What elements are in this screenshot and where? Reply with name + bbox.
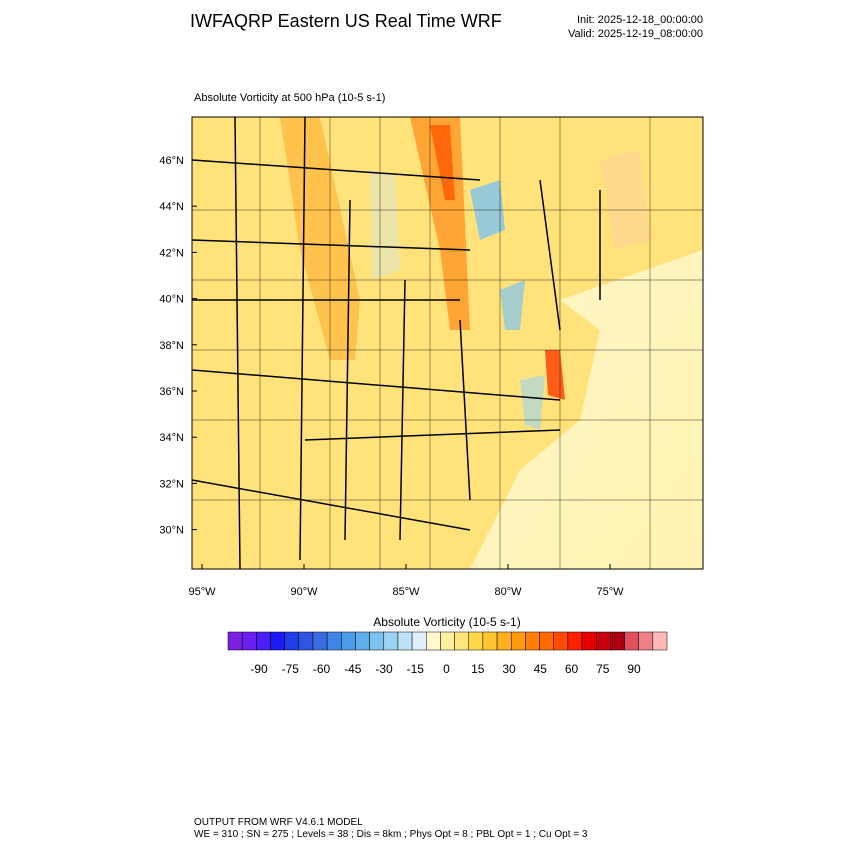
colorbar-label: -45 — [344, 662, 362, 676]
footer-line: OUTPUT FROM WRF V4.6.1 MODEL — [194, 817, 363, 828]
colorbar-box — [440, 631, 455, 651]
colorbar-box — [383, 631, 399, 651]
colorbar-box — [426, 631, 441, 651]
colorbar-box — [496, 631, 512, 651]
map-frame — [191, 116, 704, 570]
colorbar-box — [326, 631, 342, 651]
colorbar-box — [256, 631, 271, 651]
lon-label: 75°W — [596, 586, 624, 598]
lon-label: 80°W — [494, 586, 522, 598]
colorbar-label: 45 — [534, 662, 548, 676]
colorbar-box — [610, 631, 625, 651]
colorbar-label: -90 — [250, 662, 268, 676]
colorbar-label: -30 — [375, 662, 393, 676]
lat-label: 44°N — [159, 201, 184, 213]
lat-label: 46°N — [159, 155, 184, 167]
colorbar-label: 75 — [596, 662, 610, 676]
colorbar-box — [284, 631, 300, 651]
lat-labels: 46°N 44°N 42°N 40°N 38°N 36°N 34°N 32°N 30°N — [159, 155, 197, 537]
colorbar-box — [298, 631, 314, 651]
lat-label: 36°N — [159, 386, 184, 398]
colorbar-box — [341, 631, 356, 651]
colorbar-box — [624, 631, 639, 651]
colorbar-box — [539, 631, 554, 651]
colorbar-label: 60 — [565, 662, 579, 676]
colorbar-box — [595, 631, 611, 651]
colorbar-box — [510, 631, 526, 651]
footer-line: WE = 310 ; SN = 275 ; Levels = 38 ; Dis … — [194, 829, 588, 840]
colorbar-box — [241, 631, 257, 651]
lat-label: 32°N — [159, 478, 184, 490]
colorbar-box — [411, 631, 427, 651]
lon-label: 90°W — [290, 586, 318, 598]
map — [192, 117, 703, 569]
lat-label: 30°N — [159, 525, 184, 537]
colorbar-label: 30 — [502, 662, 516, 676]
colorbar-box — [652, 631, 668, 651]
colorbar-box — [482, 631, 498, 651]
lat-label: 42°N — [159, 247, 184, 259]
colorbar-label: -60 — [313, 662, 331, 676]
init-time: Init: 2025-12-18_00:00:00 — [577, 14, 703, 26]
lon-label: 85°W — [392, 586, 420, 598]
colorbar-box — [227, 631, 243, 651]
colorbar-box — [454, 631, 469, 651]
colorbar-label: 15 — [471, 662, 485, 676]
colorbar-box — [581, 631, 597, 651]
lat-label: 34°N — [159, 432, 184, 444]
title: IWFAQRP Eastern US Real Time WRF — [190, 11, 502, 31]
colorbar: -90 -75 -60 -45 -30 -15 0 15 30 45 60 75 90 — [227, 631, 668, 676]
lat-label: 38°N — [159, 340, 184, 352]
colorbar-box — [397, 631, 413, 651]
colorbar-box — [468, 631, 484, 651]
lon-label: 95°W — [188, 586, 216, 598]
colorbar-box — [270, 631, 285, 651]
colorbar-label: 90 — [627, 662, 641, 676]
colorbar-box — [553, 631, 569, 651]
colorbar-box — [567, 631, 583, 651]
colorbar-box — [369, 631, 385, 651]
colorbar-label: 0 — [443, 662, 450, 676]
lon-labels: 95°W 90°W 85°W 80°W 75°W — [188, 564, 624, 598]
colorbar-box — [312, 631, 328, 651]
map-title: Absolute Vorticity at 500 hPa (10-5 s-1) — [194, 92, 385, 104]
valid-time: Valid: 2025-12-19_08:00:00 — [568, 28, 703, 40]
colorbar-label: -75 — [282, 662, 300, 676]
colorbar-box — [355, 631, 370, 651]
colorbar-box — [638, 631, 654, 651]
colorbar-title: Absolute Vorticity (10-5 s-1) — [373, 615, 520, 629]
colorbar-box — [525, 631, 540, 651]
colorbar-label: -15 — [407, 662, 425, 676]
lat-label: 40°N — [159, 294, 184, 306]
